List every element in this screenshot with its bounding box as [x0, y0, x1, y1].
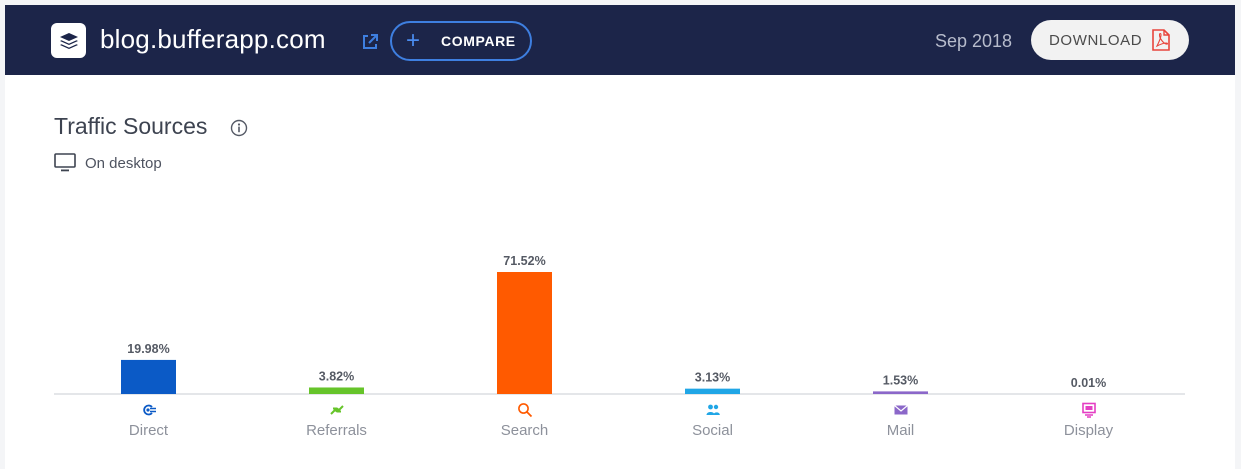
bar-referrals[interactable] — [309, 387, 364, 394]
external-link-icon[interactable] — [360, 32, 380, 52]
social-icon — [705, 402, 721, 418]
header-bar: blog.bufferapp.com + COMPARE Sep 2018 DO… — [5, 5, 1235, 75]
pdf-icon — [1152, 29, 1170, 51]
value-label-direct: 19.98% — [127, 342, 169, 356]
bar-mail[interactable] — [873, 391, 928, 394]
mail-icon — [893, 402, 909, 418]
value-label-mail: 1.53% — [883, 373, 918, 387]
category-label-mail: Mail — [887, 422, 915, 439]
download-button[interactable]: DOWNLOAD — [1031, 20, 1189, 60]
category-label-direct: Direct — [129, 422, 169, 439]
site-logo-icon — [51, 23, 86, 58]
info-icon[interactable] — [230, 119, 248, 137]
device-label: On desktop — [85, 155, 162, 172]
bar-search[interactable] — [497, 272, 552, 394]
download-button-label: DOWNLOAD — [1049, 32, 1143, 49]
compare-button[interactable]: + COMPARE — [390, 21, 532, 61]
traffic-sources-card — [5, 75, 1235, 469]
desktop-icon — [54, 153, 76, 172]
category-label-search: Search — [501, 422, 549, 439]
plus-icon: + — [406, 27, 421, 54]
direct-icon — [141, 402, 157, 418]
display-icon — [1081, 402, 1097, 418]
value-label-referrals: 3.82% — [319, 369, 354, 383]
value-label-search: 71.52% — [503, 254, 545, 268]
category-label-display: Display — [1064, 422, 1114, 439]
value-label-social: 3.13% — [695, 371, 730, 385]
date-range-label[interactable]: Sep 2018 — [935, 31, 1013, 51]
value-label-display: 0.01% — [1071, 376, 1106, 390]
bar-direct[interactable] — [121, 359, 176, 394]
referrals-icon — [329, 402, 345, 418]
category-label-referrals: Referrals — [306, 422, 367, 439]
category-label-social: Social — [692, 422, 733, 439]
bar-social[interactable] — [685, 388, 740, 394]
site-name: blog.bufferapp.com — [100, 24, 326, 54]
card-title: Traffic Sources — [54, 113, 208, 139]
search-icon — [517, 402, 533, 418]
compare-button-label: COMPARE — [441, 33, 516, 49]
